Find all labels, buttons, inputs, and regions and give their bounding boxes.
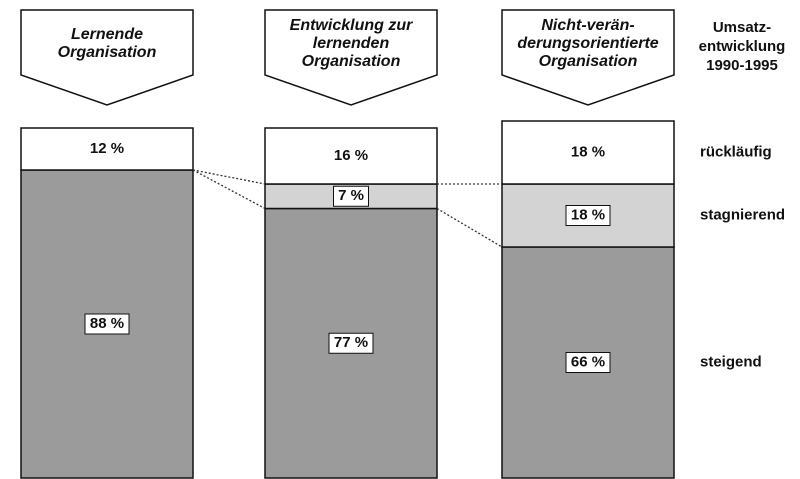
connector [436, 207, 503, 248]
category-label: Nicht-verän- [541, 17, 634, 34]
legend-title: 1990-1995 [706, 57, 778, 74]
category-header [20, 9, 194, 106]
value-label: 18 % [571, 206, 605, 223]
value-label: 77 % [334, 334, 368, 351]
bar-segment [501, 120, 675, 185]
value-label: 7 % [338, 187, 364, 204]
category-header [501, 9, 675, 106]
value-label-box [565, 205, 611, 226]
category-label: Lernende [71, 26, 143, 43]
category-label: Organisation [539, 53, 638, 70]
value-label: 18 % [571, 143, 605, 160]
value-label: 66 % [571, 353, 605, 370]
category-label: lernenden [313, 35, 390, 52]
legend-label: stagnierend [700, 206, 785, 223]
value-label: 16 % [334, 147, 368, 164]
legend-title: entwicklung [699, 38, 786, 55]
value-label: 12 % [90, 140, 124, 157]
category-label: Entwicklung zur [290, 17, 413, 34]
value-label: 88 % [90, 315, 124, 332]
connector [192, 169, 266, 210]
legend-label: rückläufig [700, 143, 772, 160]
connector [192, 169, 266, 185]
legend-title: Umsatz- [713, 19, 771, 36]
category-header [264, 9, 438, 106]
category-label: Organisation [58, 44, 157, 61]
category-label: derungsorientierte [517, 35, 658, 52]
value-label-box [84, 313, 130, 335]
bar-segment [264, 127, 438, 185]
value-label-box [328, 332, 374, 354]
value-label-box [333, 185, 369, 207]
bar-segment [20, 127, 194, 171]
category-label: Organisation [302, 53, 401, 70]
legend-label: steigend [700, 353, 762, 370]
value-label-box [565, 352, 611, 373]
